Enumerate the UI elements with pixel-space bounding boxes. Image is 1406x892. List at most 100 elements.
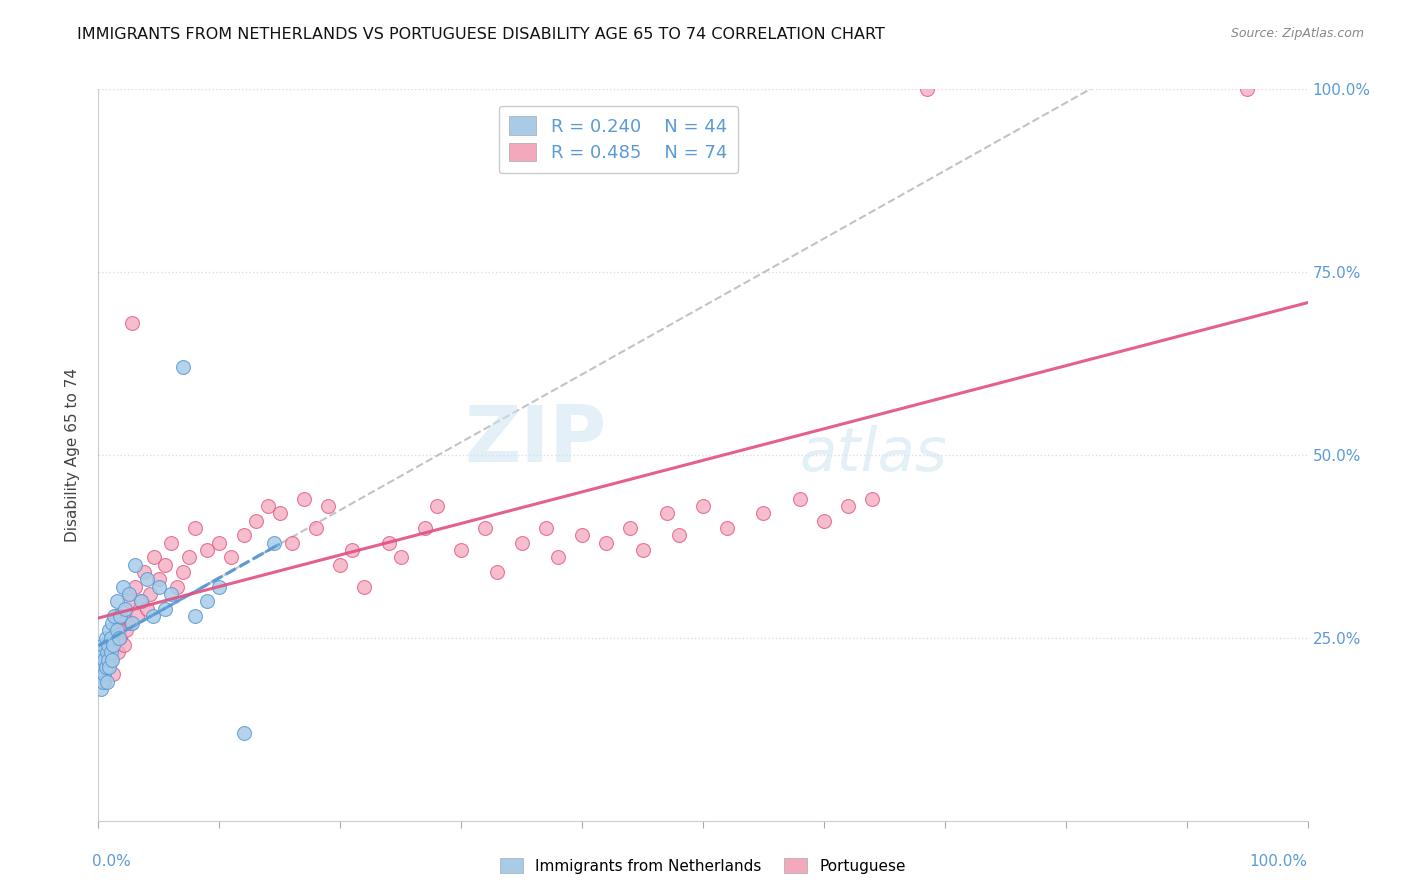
Point [281,535,304,549]
Point [93,653,115,667]
Point [195,543,218,558]
Point [111,616,134,631]
Point [108,631,131,645]
Point [837,499,859,513]
Point [316,499,339,513]
Point [94,631,117,645]
Point [93,667,115,681]
Point [389,550,412,565]
Point [915,82,938,96]
Point [108,624,131,638]
Point [195,594,218,608]
Point [292,491,315,506]
Point [94,660,117,674]
Point [655,507,678,521]
Point [129,594,152,608]
Point [143,550,166,565]
Point [172,360,194,375]
Text: 100.0%: 100.0% [1250,854,1308,869]
Point [120,616,142,631]
Point [114,608,136,623]
Point [142,608,165,623]
Point [426,499,449,513]
Point [148,580,170,594]
Point [789,491,811,506]
Point [179,550,201,565]
Point [184,521,207,535]
Point [1236,82,1258,96]
Point [105,594,128,608]
Point [108,608,131,623]
Point [232,528,254,542]
Y-axis label: Disability Age 65 to 74: Disability Age 65 to 74 [65,368,80,542]
Point [208,535,231,549]
Point [232,726,254,740]
Point [172,565,194,579]
Point [100,631,122,645]
Point [91,645,114,659]
Point [100,631,122,645]
Point [353,580,375,594]
Point [105,608,128,623]
Point [108,631,131,645]
Text: Source: ZipAtlas.com: Source: ZipAtlas.com [1230,27,1364,40]
Point [166,580,188,594]
Point [160,535,183,549]
Point [90,681,112,696]
Point [107,645,129,659]
Point [124,558,146,572]
Point [114,601,136,615]
Point [377,535,399,549]
Point [245,514,267,528]
Point [342,543,364,558]
Point [121,316,143,330]
Point [269,507,291,521]
Point [105,624,128,638]
Point [97,653,120,667]
Point [474,521,496,535]
Point [90,653,112,667]
Point [153,558,176,572]
Point [256,499,278,513]
Point [510,535,533,549]
Point [91,674,114,689]
Point [100,653,122,667]
Point [97,638,120,652]
Point [89,667,111,681]
Point [413,521,436,535]
Legend: Immigrants from Netherlands, Portuguese: Immigrants from Netherlands, Portuguese [494,852,912,880]
Point [631,543,654,558]
Point [98,660,121,674]
Point [547,550,569,565]
Point [124,580,146,594]
Point [160,587,183,601]
Point [534,521,557,535]
Point [100,616,122,631]
Point [111,580,134,594]
Point [135,572,157,586]
Point [619,521,641,535]
Point [103,638,125,652]
Point [134,565,156,579]
Point [716,521,738,535]
Text: 0.0%: 0.0% [93,854,131,869]
Point [263,535,285,549]
Point [115,624,138,638]
Point [101,638,124,652]
Point [184,608,207,623]
Point [118,587,141,601]
Point [692,499,714,513]
Legend: R = 0.240    N = 44, R = 0.485    N = 74: R = 0.240 N = 44, R = 0.485 N = 74 [499,105,738,173]
Point [118,594,141,608]
Point [98,624,121,638]
Text: IMMIGRANTS FROM NETHERLANDS VS PORTUGUESE DISABILITY AGE 65 TO 74 CORRELATION CH: IMMIGRANTS FROM NETHERLANDS VS PORTUGUES… [77,27,886,42]
Point [127,608,149,623]
Point [135,601,157,615]
Point [98,645,121,659]
Point [96,645,118,659]
Point [221,550,243,565]
Point [100,653,122,667]
Point [329,558,352,572]
Point [153,601,176,615]
Point [97,660,120,674]
